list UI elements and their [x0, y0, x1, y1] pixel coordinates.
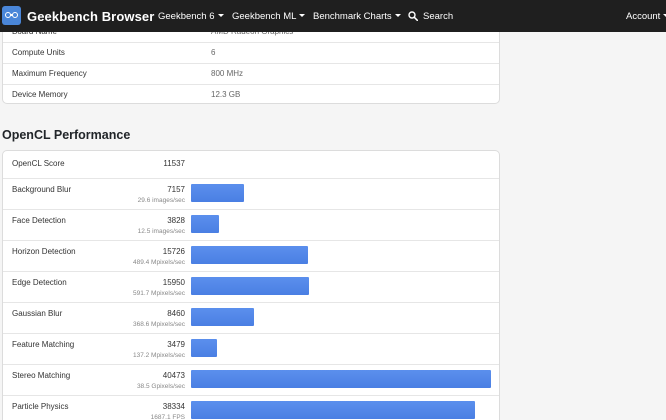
opencl-score-value: 11537 [163, 159, 185, 168]
benchmark-row: Edge Detection 15950 591.7 Mpixels/sec [3, 271, 499, 302]
nav-geekbench6-label: Geekbench 6 [158, 11, 215, 22]
benchmark-bar [191, 246, 308, 264]
nav-benchmark-charts-label: Benchmark Charts [313, 11, 392, 22]
benchmark-row: Feature Matching 3479 137.2 Mpixels/sec [3, 333, 499, 364]
info-value: 6 [211, 48, 216, 57]
benchmark-bar [191, 339, 217, 357]
benchmark-rate: 137.2 Mpixels/sec [132, 352, 185, 359]
benchmark-score: 3828 [167, 216, 185, 225]
benchmark-row: Background Blur 7157 29.6 images/sec [3, 178, 499, 209]
benchmark-bar [191, 370, 491, 388]
benchmark-row: Particle Physics 38334 1687.1 FPS [3, 395, 499, 420]
benchmark-name: Particle Physics [12, 402, 69, 411]
info-key: Device Memory [12, 90, 68, 99]
chevron-down-icon [394, 14, 401, 17]
chevron-down-icon [663, 14, 666, 17]
benchmark-score: 38334 [162, 402, 185, 411]
info-value: 12.3 GB [211, 90, 241, 99]
info-row-device-memory: Device Memory 12.3 GB [3, 84, 499, 105]
benchmark-bar [191, 308, 254, 326]
nav-account-label: Account [626, 11, 661, 22]
top-navbar: Geekbench Browser Geekbench 6 Geekbench … [0, 0, 666, 32]
benchmark-name: Gaussian Blur [12, 309, 63, 318]
benchmark-rate: 29.6 images/sec [137, 197, 185, 204]
benchmark-row: Gaussian Blur 8460 368.6 Mpixels/sec [3, 302, 499, 333]
benchmark-name: Face Detection [12, 216, 66, 225]
benchmark-name: Stereo Matching [12, 371, 71, 380]
brand-name-link[interactable]: Geekbench Browser [27, 9, 155, 24]
chevron-down-icon [299, 14, 306, 17]
benchmark-rate: 489.4 Mpixels/sec [132, 259, 185, 266]
opencl-performance-card: OpenCL Score 11537 Background Blur 7157 29… [2, 150, 500, 420]
benchmark-score: 3479 [167, 340, 185, 349]
benchmark-rate: 368.6 Mpixels/sec [132, 321, 185, 328]
info-key: Compute Units [12, 48, 65, 57]
geekbench-logo-icon[interactable] [2, 6, 21, 25]
benchmark-rate: 38.5 Gpixels/sec [136, 383, 185, 390]
benchmark-name: Background Blur [12, 185, 72, 194]
benchmark-rate: 12.5 images/sec [137, 228, 185, 235]
benchmark-bar [191, 277, 309, 295]
benchmark-row: Horizon Detection 15726 489.4 Mpixels/sec [3, 240, 499, 271]
nav-account-dropdown[interactable]: Account [626, 11, 666, 22]
benchmark-name: Feature Matching [12, 340, 75, 349]
benchmark-name: Edge Detection [12, 278, 67, 287]
chevron-down-icon [217, 14, 224, 17]
benchmark-row: Stereo Matching 40473 38.5 Gpixels/sec [3, 364, 499, 395]
benchmark-score: 7157 [167, 185, 185, 194]
nav-geekbench6-dropdown[interactable]: Geekbench 6 [158, 11, 224, 22]
benchmark-rate: 1687.1 FPS [150, 414, 185, 420]
nav-benchmark-charts-dropdown[interactable]: Benchmark Charts [313, 11, 401, 22]
benchmark-score: 15726 [162, 247, 185, 256]
info-key: Maximum Frequency [12, 69, 87, 78]
benchmark-bar [191, 215, 219, 233]
benchmark-score: 15950 [162, 278, 185, 287]
nav-geekbenchml-dropdown[interactable]: Geekbench ML [232, 11, 306, 22]
nav-search-link[interactable]: Search [423, 11, 454, 22]
benchmark-score: 8460 [167, 309, 185, 318]
benchmark-bar [191, 401, 475, 419]
benchmark-score: 40473 [162, 371, 185, 380]
benchmark-name: Horizon Detection [12, 247, 76, 256]
info-row-compute-units: Compute Units 6 [3, 42, 499, 63]
search-icon[interactable] [408, 11, 418, 21]
benchmark-bar [191, 184, 244, 202]
nav-geekbenchml-label: Geekbench ML [232, 11, 297, 22]
info-value: 800 MHz [211, 69, 244, 78]
opencl-score-label: OpenCL Score [12, 159, 65, 168]
section-title: OpenCL Performance [2, 128, 131, 142]
benchmark-rate: 591.7 Mpixels/sec [132, 290, 185, 297]
opencl-score-row: OpenCL Score 11537 [3, 151, 499, 178]
benchmark-row: Face Detection 3828 12.5 images/sec [3, 209, 499, 240]
info-row-maximum-frequency: Maximum Frequency 800 MHz [3, 63, 499, 84]
